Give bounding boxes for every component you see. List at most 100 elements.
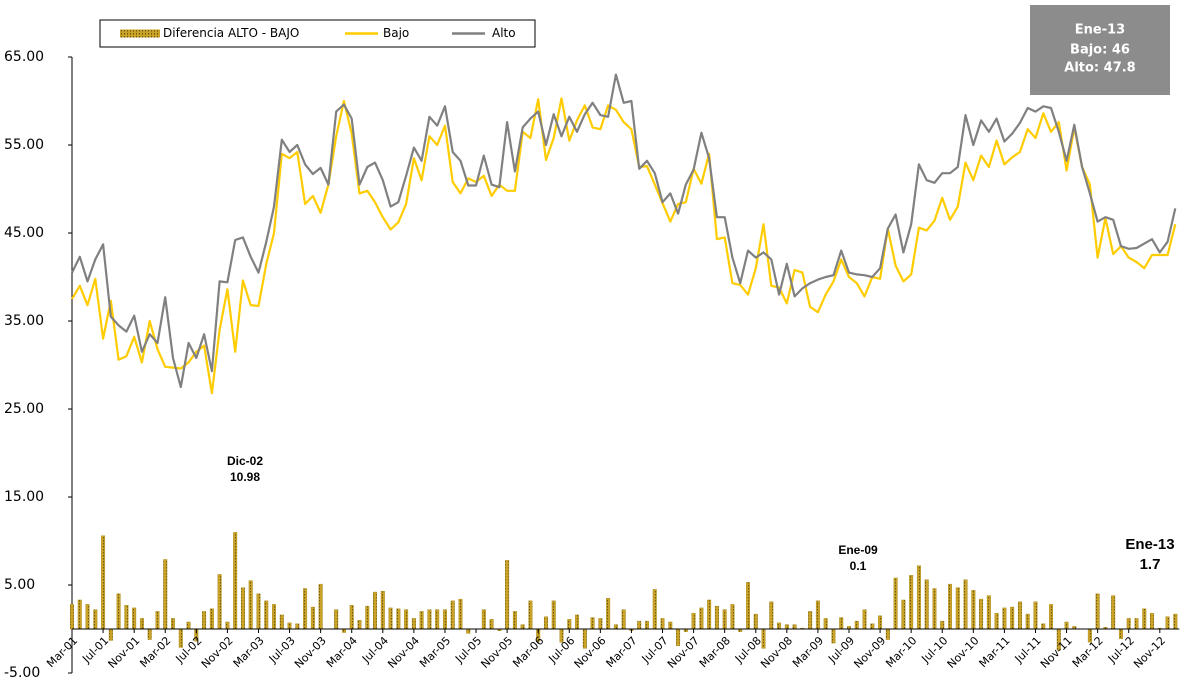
bar <box>916 565 921 630</box>
bar <box>745 582 750 630</box>
bar <box>1150 612 1155 630</box>
bar <box>870 623 875 630</box>
bar <box>512 611 517 630</box>
bar <box>349 605 354 630</box>
bar <box>753 613 758 630</box>
bar <box>1118 628 1123 639</box>
x-tick-label: Nov-09 <box>851 634 888 671</box>
bar <box>901 599 906 630</box>
bar <box>132 607 137 630</box>
bar <box>435 609 440 630</box>
bar <box>1002 607 1007 630</box>
bar <box>108 628 113 641</box>
bar <box>209 608 214 630</box>
bar <box>442 609 447 630</box>
info-line: Alto: 47.8 <box>1064 61 1135 76</box>
bar <box>124 605 129 630</box>
bar <box>590 617 595 630</box>
bar <box>202 611 207 630</box>
x-tick-label: Nov-07 <box>665 634 702 671</box>
bar <box>458 598 463 630</box>
bar <box>1017 601 1022 630</box>
x-tick-label: Mar-05 <box>417 634 453 670</box>
bar <box>769 601 774 630</box>
bar <box>909 575 914 630</box>
x-tick-label: Nov-03 <box>292 634 329 671</box>
bar <box>365 605 370 630</box>
x-tick-label: Mar-04 <box>324 634 360 670</box>
bar <box>644 620 649 630</box>
bar <box>116 593 121 630</box>
x-tick-label: Nov-04 <box>385 634 422 671</box>
x-tick-label: Nov-12 <box>1131 634 1168 671</box>
bar <box>341 628 346 633</box>
info-line: Bajo: 46 <box>1070 43 1130 58</box>
bar <box>303 588 308 630</box>
bar <box>373 591 378 630</box>
bar <box>714 605 719 630</box>
annotation-label: Ene-09 <box>838 543 878 557</box>
bar <box>489 619 494 630</box>
bar <box>77 599 82 630</box>
bar <box>986 595 991 630</box>
y-tick-label: 5.00 <box>4 577 35 593</box>
bar <box>582 628 587 649</box>
x-tick-label: Nov-10 <box>945 634 982 671</box>
x-tick-label: Mar-02 <box>137 634 173 670</box>
bar <box>777 622 782 630</box>
bar <box>217 574 222 630</box>
x-tick-label: Mar-06 <box>510 634 546 670</box>
bar <box>1033 601 1038 630</box>
bar <box>722 609 727 630</box>
bar <box>885 628 890 640</box>
bar <box>1142 608 1147 630</box>
info-title: Ene-13 <box>1075 23 1125 38</box>
bar <box>543 616 548 630</box>
bar <box>69 604 74 630</box>
bar <box>225 621 230 630</box>
bar <box>1126 618 1131 630</box>
bar <box>505 560 510 630</box>
y-tick-label: 45.00 <box>4 225 44 241</box>
x-tick-label: Nov-11 <box>1038 634 1075 671</box>
bar <box>101 535 106 630</box>
bar <box>279 614 284 630</box>
y-tick-label: -5.00 <box>4 665 40 681</box>
bar <box>971 590 976 630</box>
bar <box>707 599 712 630</box>
bar <box>1010 606 1015 630</box>
bar <box>613 624 618 630</box>
bar <box>171 618 176 630</box>
bar <box>450 600 455 630</box>
bar <box>310 606 315 630</box>
annotation-value: 0.1 <box>850 559 867 573</box>
bar <box>1064 621 1069 630</box>
info-box <box>1030 5 1170 95</box>
bar <box>419 611 424 630</box>
bar <box>854 620 859 630</box>
bar <box>1041 623 1046 630</box>
legend-swatch <box>120 29 160 38</box>
x-tick-label: Mar-07 <box>604 634 640 670</box>
line-series <box>71 73 1177 389</box>
y-tick-label: 25.00 <box>4 401 44 417</box>
bar <box>186 621 191 630</box>
bar <box>893 577 898 630</box>
bar <box>272 604 277 630</box>
bar <box>139 618 144 630</box>
bar <box>404 609 409 630</box>
y-tick-label: 15.00 <box>4 489 44 505</box>
bar <box>163 559 168 630</box>
legend-label: Bajo <box>383 26 409 40</box>
bar <box>155 611 160 630</box>
bar <box>318 583 323 630</box>
annotation-value: 1.7 <box>1140 556 1161 573</box>
bar <box>668 621 673 630</box>
bar <box>940 620 945 630</box>
bar <box>1173 613 1178 630</box>
bar <box>256 593 261 630</box>
bar <box>784 624 789 630</box>
bar <box>1134 618 1139 630</box>
bar <box>955 587 960 630</box>
